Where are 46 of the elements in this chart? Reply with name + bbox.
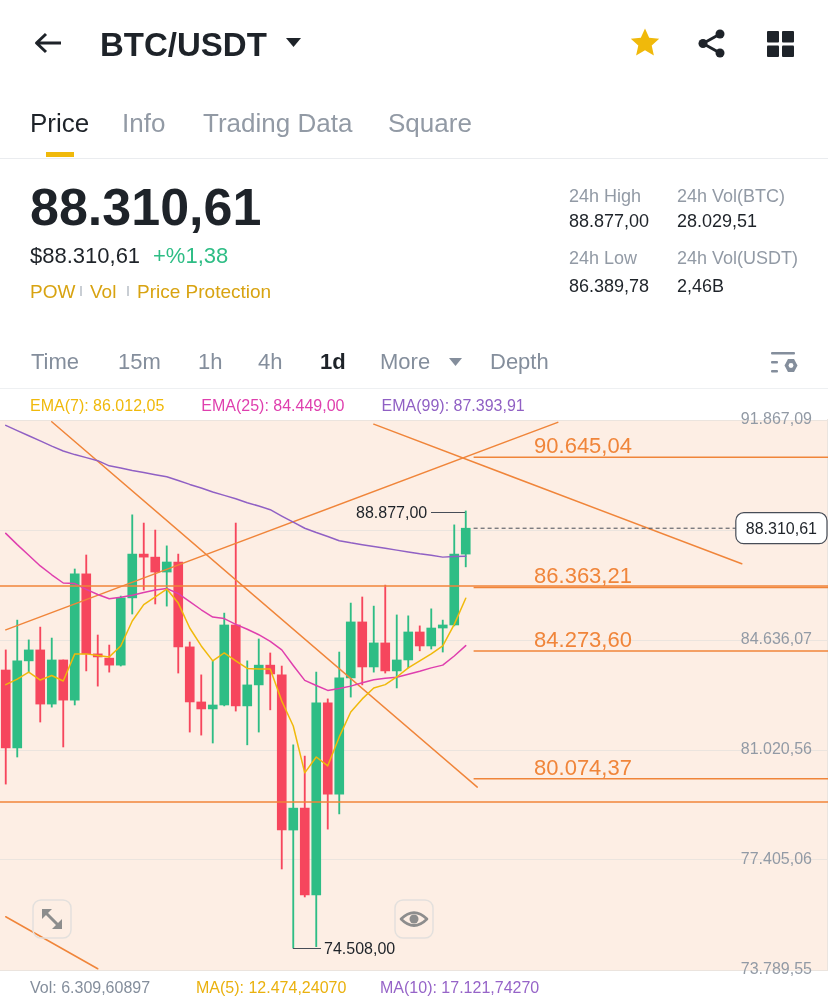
text: MA(10): 17.121,74270 [380, 979, 540, 996]
text: +%1,38 [153, 243, 229, 268]
y-tick-label: 84.636,07 [740, 630, 813, 648]
text: Price Protection [137, 281, 272, 302]
text: 24h Low [569, 248, 638, 268]
y-tick-label: 91.867,09 [740, 410, 813, 428]
text: EMA(7): 86.012,05 [30, 397, 165, 414]
text: 1h [198, 349, 223, 374]
y-tick-label: 77.405,06 [740, 850, 813, 868]
y-tick-label: 73.789,55 [740, 960, 813, 978]
ref-line-label: 84.273,60 [534, 627, 632, 653]
text: EMA(25): 84.449,00 [201, 397, 345, 414]
text: MA(5): 12.474,24070 [196, 979, 347, 996]
text: 2,46B [677, 276, 725, 296]
chart-title: BTC/USDT [100, 26, 267, 63]
annotation: 88.877,00 [356, 504, 428, 521]
candlestick [196, 674, 207, 736]
text: $88.310,61 [30, 243, 141, 268]
text: Price [30, 108, 90, 138]
text: 86.389,78 [569, 276, 650, 296]
text: Vol [90, 281, 117, 302]
text: Vol: 6.309,60897 [30, 979, 151, 996]
text: 15m [118, 349, 161, 374]
candlestick [288, 744, 299, 949]
text: POW [30, 281, 76, 302]
text: Time [31, 349, 80, 374]
text: 28.029,51 [677, 211, 758, 231]
text: 24h Vol(BTC) [677, 186, 786, 206]
text: More [380, 349, 431, 374]
y-tick-label: 81.020,56 [740, 740, 813, 758]
ref-line-label: 90.645,04 [534, 433, 632, 459]
text: Depth [490, 349, 549, 374]
chart-subtitle: 88.310,61 [30, 178, 262, 236]
ref-line-label: 80.074,37 [534, 754, 632, 780]
text: 24h High [569, 186, 642, 206]
ref-line-label: 88.310,61 [745, 519, 818, 537]
text: 4h [258, 349, 283, 374]
text: 24h Vol(USDT) [677, 248, 799, 268]
annotation: 74.508,00 [324, 940, 396, 957]
text: 1d [320, 349, 346, 374]
text: Trading Data [203, 108, 353, 138]
ref-line-label: 86.363,21 [534, 563, 632, 589]
text: EMA(99): 87.393,91 [381, 397, 525, 414]
text: Square [388, 108, 472, 138]
text: Info [122, 108, 166, 138]
text: 88.877,00 [569, 211, 650, 231]
